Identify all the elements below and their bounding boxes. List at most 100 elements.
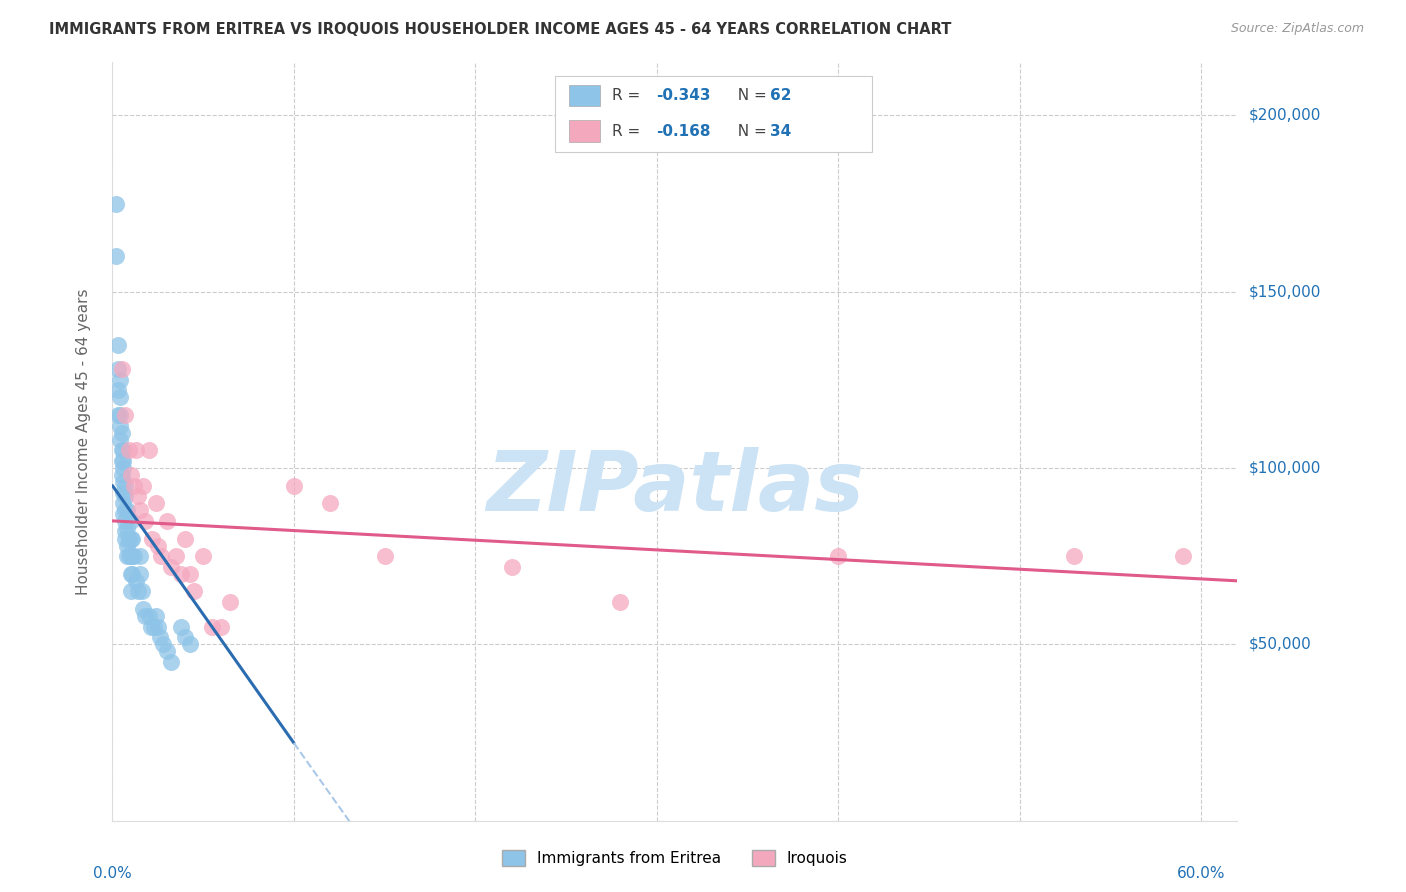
Text: -0.343: -0.343	[657, 88, 711, 103]
Point	[120, 532, 142, 546]
Point	[107, 384, 129, 398]
Point	[149, 630, 172, 644]
Point	[110, 425, 132, 440]
Point	[115, 539, 138, 553]
Point	[118, 443, 141, 458]
Point	[159, 655, 181, 669]
Point	[179, 566, 201, 581]
Point	[145, 609, 167, 624]
Point	[121, 566, 143, 581]
Point	[128, 566, 150, 581]
Point	[143, 620, 166, 634]
Point	[118, 549, 141, 563]
Point	[122, 549, 145, 563]
Point	[319, 496, 342, 510]
Point	[125, 574, 148, 588]
Point	[134, 609, 156, 624]
Point	[128, 503, 150, 517]
Text: IMMIGRANTS FROM ERITREA VS IROQUOIS HOUSEHOLDER INCOME AGES 45 - 64 YEARS CORREL: IMMIGRANTS FROM ERITREA VS IROQUOIS HOUS…	[49, 22, 952, 37]
Point	[114, 503, 136, 517]
Point	[120, 514, 142, 528]
Point	[108, 433, 131, 447]
Legend: Immigrants from Eritrea, Iroquois: Immigrants from Eritrea, Iroquois	[502, 850, 848, 866]
Point	[110, 443, 132, 458]
Point	[120, 549, 142, 563]
Point	[120, 468, 142, 483]
Point	[127, 584, 149, 599]
Point	[105, 249, 128, 263]
Point	[138, 443, 160, 458]
Text: $50,000: $50,000	[1249, 637, 1312, 652]
Text: 34: 34	[770, 124, 792, 138]
Point	[121, 532, 143, 546]
Point	[170, 620, 193, 634]
Point	[112, 485, 135, 500]
Point	[120, 584, 142, 599]
Text: $100,000: $100,000	[1249, 460, 1320, 475]
Point	[108, 373, 131, 387]
Point	[174, 630, 197, 644]
Text: $200,000: $200,000	[1249, 108, 1320, 123]
Point	[108, 408, 131, 422]
Point	[138, 609, 160, 624]
Point	[125, 443, 148, 458]
Point	[209, 620, 232, 634]
Point	[141, 532, 163, 546]
Point	[128, 549, 150, 563]
Text: ZIPatlas: ZIPatlas	[486, 447, 863, 527]
Point	[146, 620, 169, 634]
Point	[145, 496, 167, 510]
Point	[115, 521, 138, 535]
Point	[201, 620, 224, 634]
Point	[156, 644, 179, 658]
Text: Source: ZipAtlas.com: Source: ZipAtlas.com	[1230, 22, 1364, 36]
Point	[112, 443, 135, 458]
Point	[174, 532, 197, 546]
Point	[134, 514, 156, 528]
Point	[107, 337, 129, 351]
Point	[118, 532, 141, 546]
Point	[165, 549, 187, 563]
Point	[131, 584, 153, 599]
Point	[374, 549, 396, 563]
Point	[827, 549, 849, 563]
Point	[114, 524, 136, 539]
Point	[114, 408, 136, 422]
Point	[110, 468, 132, 483]
Point	[114, 532, 136, 546]
Point	[114, 514, 136, 528]
Point	[120, 566, 142, 581]
Text: R =: R =	[612, 124, 645, 138]
Point	[121, 549, 143, 563]
Point	[127, 489, 149, 503]
Point	[219, 595, 242, 609]
Point	[122, 478, 145, 492]
Point	[609, 595, 631, 609]
Point	[112, 507, 135, 521]
Point	[110, 362, 132, 376]
Point	[114, 478, 136, 492]
Point	[501, 559, 523, 574]
Point	[107, 362, 129, 376]
Text: 62: 62	[770, 88, 792, 103]
Point	[108, 418, 131, 433]
Point	[112, 461, 135, 475]
Point	[108, 391, 131, 405]
Point	[112, 496, 135, 510]
Point	[115, 549, 138, 563]
Point	[156, 514, 179, 528]
Point	[112, 454, 135, 468]
Point	[139, 620, 162, 634]
Point	[146, 539, 169, 553]
Text: $150,000: $150,000	[1249, 285, 1320, 299]
Text: 0.0%: 0.0%	[93, 866, 132, 881]
Point	[115, 503, 138, 517]
Point	[1171, 549, 1194, 563]
Point	[150, 549, 173, 563]
Point	[114, 489, 136, 503]
Point	[283, 478, 305, 492]
Point	[170, 566, 193, 581]
Point	[105, 196, 128, 211]
Y-axis label: Householder Income Ages 45 - 64 years: Householder Income Ages 45 - 64 years	[76, 288, 91, 595]
Point	[132, 478, 155, 492]
